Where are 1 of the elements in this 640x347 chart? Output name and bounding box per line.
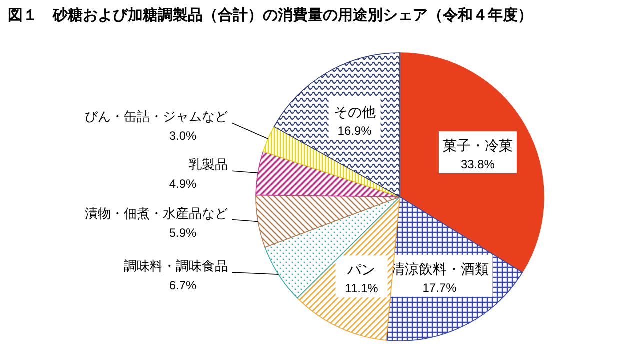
title: 図１ 砂糖および加糖調製品（合計）の消費量の用途別シェア（令和４年度） [8, 7, 533, 24]
